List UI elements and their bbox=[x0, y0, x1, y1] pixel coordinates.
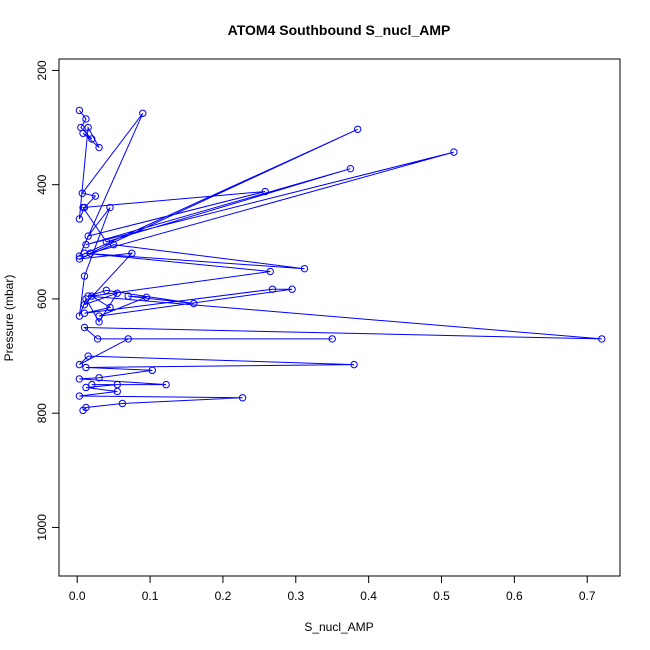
data-point bbox=[162, 380, 170, 389]
data-point bbox=[79, 129, 87, 137]
data-point bbox=[142, 293, 151, 301]
data-point bbox=[82, 115, 90, 123]
series-layer bbox=[75, 106, 606, 415]
chart-title: ATOM4 Southbound S_nucl_AMP bbox=[228, 22, 451, 38]
data-point bbox=[79, 406, 87, 415]
data-point bbox=[328, 335, 336, 343]
data-point bbox=[124, 292, 132, 300]
data-point bbox=[86, 249, 95, 257]
data-point bbox=[84, 292, 92, 300]
data-point bbox=[93, 335, 102, 343]
data-point bbox=[79, 203, 87, 212]
data-point bbox=[238, 394, 247, 402]
y-tick-label: 400 bbox=[35, 174, 49, 194]
data-point bbox=[80, 249, 89, 257]
data-point bbox=[80, 323, 89, 332]
data-point bbox=[300, 264, 309, 273]
x-tick-label: 0.4 bbox=[360, 589, 377, 603]
y-axis-label: Pressure (mbar) bbox=[2, 275, 16, 362]
data-point bbox=[190, 299, 198, 308]
y-tick-label: 200 bbox=[35, 60, 49, 80]
data-point bbox=[124, 335, 132, 343]
data-point bbox=[75, 255, 84, 263]
x-tick-label: 0.5 bbox=[433, 589, 450, 603]
data-point bbox=[95, 374, 103, 382]
data-point bbox=[80, 300, 89, 309]
data-point bbox=[82, 363, 90, 372]
data-point bbox=[78, 189, 87, 197]
data-point bbox=[88, 292, 96, 300]
data-point bbox=[88, 135, 96, 143]
data-point bbox=[75, 106, 84, 115]
x-tick-label: 0.2 bbox=[215, 589, 232, 603]
data-point bbox=[91, 192, 100, 200]
data-point bbox=[80, 309, 89, 317]
data-point bbox=[75, 215, 84, 223]
plot-area bbox=[58, 58, 621, 577]
data-point bbox=[84, 232, 92, 240]
data-point bbox=[261, 187, 269, 196]
data-point bbox=[598, 335, 606, 343]
data-point bbox=[84, 123, 92, 132]
data-point bbox=[88, 380, 96, 389]
data-point bbox=[95, 312, 103, 320]
data-point bbox=[75, 392, 84, 400]
data-point bbox=[450, 148, 458, 156]
x-axis: 0.0 0.1 0.2 0.3 0.4 0.5 0.6 0.7 bbox=[69, 575, 596, 603]
data-point bbox=[118, 399, 127, 408]
x-axis-label: S_nucl_AMP bbox=[304, 620, 373, 634]
data-point bbox=[288, 285, 296, 293]
data-point bbox=[95, 143, 103, 152]
data-point bbox=[346, 164, 355, 173]
data-point bbox=[109, 240, 118, 249]
data-point bbox=[80, 272, 89, 280]
data-point bbox=[75, 375, 84, 383]
data-point bbox=[268, 285, 277, 293]
x-tick-label: 0.6 bbox=[506, 589, 523, 603]
x-tick-label: 0.7 bbox=[579, 589, 596, 603]
data-point bbox=[350, 360, 358, 369]
y-tick-label: 800 bbox=[35, 403, 49, 423]
data-point bbox=[139, 109, 147, 117]
data-point bbox=[75, 360, 84, 369]
data-point bbox=[354, 125, 362, 133]
data-point bbox=[106, 203, 114, 212]
data-point bbox=[106, 303, 114, 312]
y-axis: 200 400 600 800 1000 bbox=[35, 60, 60, 541]
y-tick-label: 600 bbox=[35, 289, 49, 309]
data-point bbox=[102, 286, 111, 295]
data-point bbox=[82, 240, 90, 249]
data-point bbox=[113, 387, 121, 396]
data-point bbox=[266, 267, 274, 276]
data-point bbox=[128, 249, 136, 257]
data-point bbox=[84, 352, 92, 360]
data-point bbox=[95, 318, 103, 326]
series-line bbox=[78, 110, 602, 411]
data-point bbox=[102, 238, 111, 246]
x-tick-label: 0.0 bbox=[69, 589, 86, 603]
data-point bbox=[82, 383, 90, 392]
data-point bbox=[113, 289, 121, 297]
x-tick-label: 0.1 bbox=[142, 589, 159, 603]
x-tick-label: 0.3 bbox=[287, 589, 304, 603]
y-tick-label: 1000 bbox=[35, 514, 49, 541]
data-point bbox=[148, 366, 156, 375]
